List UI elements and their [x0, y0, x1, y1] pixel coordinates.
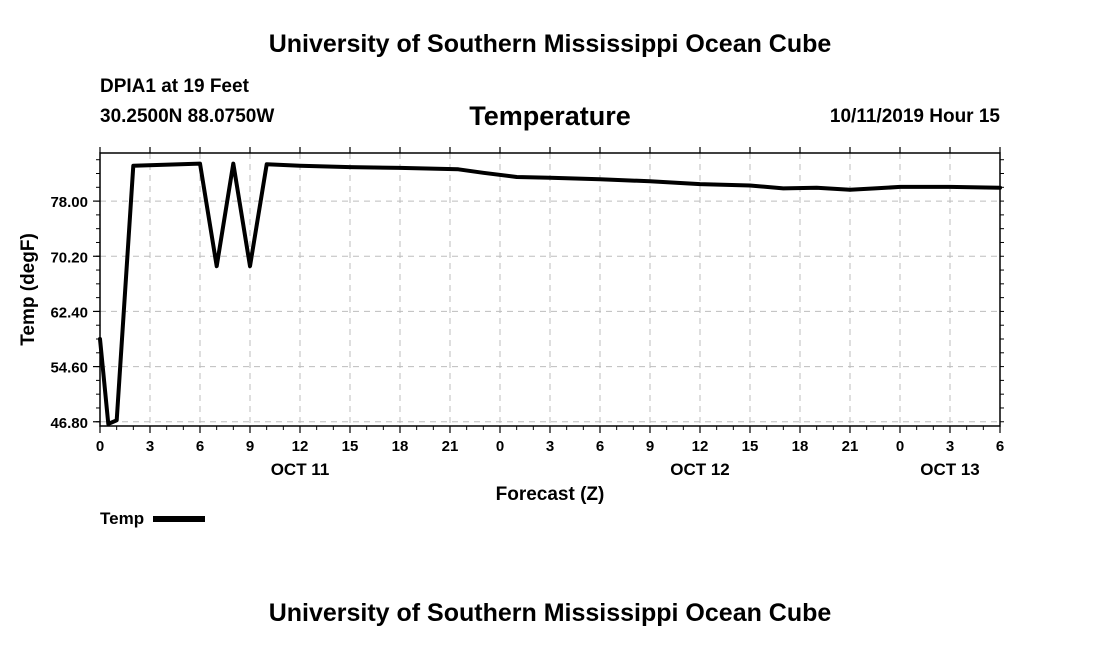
x-tick-label: 12 [692, 438, 709, 455]
x-axis-title: Forecast (Z) [496, 484, 605, 505]
x-tick-label: 0 [896, 438, 904, 455]
x-date-label: OCT 11 [271, 460, 330, 479]
legend-label: Temp [100, 509, 145, 528]
x-tick-label: 9 [246, 438, 254, 455]
chart-title: Temperature [469, 101, 631, 131]
x-tick-label: 12 [292, 438, 309, 455]
x-date-label: OCT 13 [920, 460, 980, 479]
x-date-label: OCT 12 [670, 460, 730, 479]
x-tick-label: 21 [842, 438, 859, 455]
temp-series-line [98, 161, 1002, 426]
legend: Temp [100, 509, 206, 529]
legend-swatch [153, 516, 206, 522]
x-tick-label: 18 [792, 438, 809, 455]
x-tick-label: 6 [196, 438, 204, 455]
x-tick-label: 0 [496, 438, 504, 455]
tick-layer [93, 147, 1004, 433]
x-tick-label: 3 [146, 438, 154, 455]
y-tick-label: 46.80 [50, 415, 88, 432]
station-label: DPIA1 at 19 Feet [100, 76, 249, 97]
x-tick-label: 15 [742, 438, 759, 455]
label-layer: 46.80 54.60 62.40 70.20 78.00 0 3 6 9 12 15 18 21 0 3 6… [50, 194, 1004, 479]
page-title: University of Southern Mississippi Ocean… [268, 30, 832, 58]
x-tick-label: 15 [342, 438, 359, 455]
x-tick-label: 18 [392, 438, 409, 455]
station-coordinates: 30.2500N 88.0750W [100, 106, 275, 127]
y-tick-label: 70.20 [50, 249, 88, 266]
x-tick-label: 3 [546, 438, 554, 455]
x-tick-label: 0 [96, 438, 104, 455]
x-tick-label: 21 [442, 438, 459, 455]
x-tick-label: 6 [596, 438, 604, 455]
y-tick-label: 54.60 [50, 360, 88, 377]
x-tick-label: 6 [996, 438, 1004, 455]
x-tick-label: 3 [946, 438, 954, 455]
forecast-datestamp: 10/11/2019 Hour 15 [829, 106, 1000, 127]
y-axis-title: Temp (degF) [18, 233, 39, 346]
x-tick-label: 9 [646, 438, 654, 455]
y-tick-label: 62.40 [50, 304, 88, 321]
grid-layer [99, 153, 1001, 426]
y-tick-label: 78.00 [50, 194, 88, 211]
footer-title: University of Southern Mississippi Ocean… [268, 599, 832, 627]
